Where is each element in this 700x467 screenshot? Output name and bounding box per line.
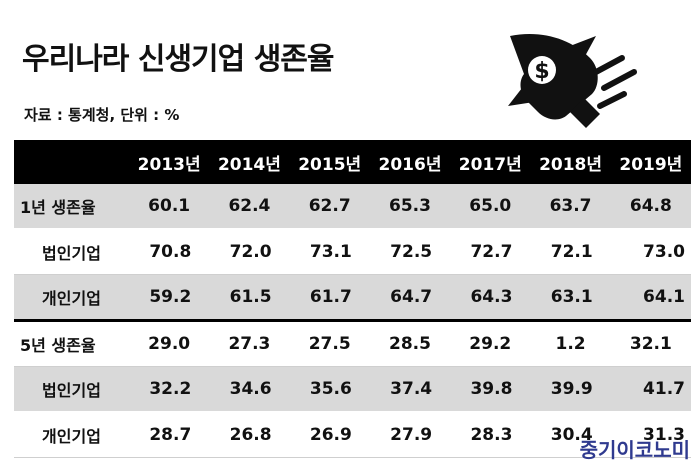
column-header: 2013년 [137, 154, 201, 175]
table-cell: 27.3 [228, 334, 271, 354]
column-header: 2014년 [217, 154, 281, 175]
table-cell: 70.8 [149, 242, 192, 262]
table-cell: 64.8 [629, 196, 672, 216]
table-cell: 72.7 [470, 242, 513, 262]
table-cell: 27.9 [390, 425, 433, 445]
rocket-icon: $ [508, 34, 637, 128]
table-cell: 72.1 [550, 242, 593, 262]
table-cell: 64.1 [643, 287, 685, 307]
table-cell: 30.4 [550, 425, 593, 445]
column-header: 2017년 [458, 154, 522, 175]
table-cell: 28.7 [149, 425, 192, 445]
table-cell: 26.9 [309, 425, 352, 445]
table-row: 법인기업 32.2 34.6 35.6 37.4 39.8 39.9 41.7 [14, 366, 691, 412]
table-cell: 73.0 [643, 242, 685, 262]
table-cell: 32.1 [629, 334, 672, 354]
header-row: 2013년 2014년 2015년 2016년 2017년 2018년 2019… [14, 140, 691, 184]
table-cell: 31.3 [643, 425, 685, 445]
survival-rate-table: 2013년 2014년 2015년 2016년 2017년 2018년 2019… [14, 140, 691, 458]
table-cell: 63.7 [549, 196, 592, 216]
table-row: 개인기업 59.2 61.5 61.7 64.7 64.3 63.1 64.1 [14, 274, 691, 321]
column-header: 2018년 [539, 154, 603, 175]
table-cell: 64.7 [390, 287, 433, 307]
svg-text:$: $ [534, 59, 549, 84]
column-header: 2015년 [298, 154, 362, 175]
table-cell: 62.7 [308, 196, 351, 216]
table-cell: 63.1 [550, 287, 593, 307]
table-cell: 1.2 [555, 334, 586, 354]
row-label: 법인기업 [42, 244, 101, 263]
table-cell: 32.2 [149, 379, 192, 399]
table-cell: 72.0 [229, 242, 272, 262]
table-cell: 72.5 [390, 242, 433, 262]
table-cell: 65.0 [469, 196, 512, 216]
column-header: 2019년 [619, 154, 683, 175]
table-cell: 39.9 [550, 379, 593, 399]
table-cell: 59.2 [149, 287, 192, 307]
table-cell: 41.7 [643, 379, 685, 399]
table-cell: 62.4 [228, 196, 271, 216]
publisher-logo: 중기이코노미 [579, 438, 690, 462]
table-row: 법인기업 70.8 72.0 73.1 72.5 72.7 72.1 73.0 [14, 229, 691, 275]
table-cell: 61.5 [229, 287, 272, 307]
table-cell: 34.6 [229, 379, 272, 399]
table-cell: 35.6 [309, 379, 352, 399]
table-row: 개인기업 28.7 26.8 26.9 27.9 28.3 30.4 31.3 [14, 412, 691, 458]
row-label: 개인기업 [42, 427, 101, 446]
row-label: 법인기업 [42, 381, 101, 400]
header-stub [14, 140, 129, 184]
table-cell: 64.3 [470, 287, 513, 307]
table-row: 5년 생존율 29.0 27.3 27.5 28.5 29.2 1.2 32.1 [14, 320, 691, 367]
table-cell: 73.1 [309, 242, 352, 262]
chart-title: 우리나라 신생기업 생존율 [22, 42, 334, 77]
row-label: 5년 생존율 [20, 336, 96, 355]
table-row: 1년 생존율 60.1 62.4 62.7 65.3 65.0 63.7 64.… [14, 184, 691, 229]
table-cell: 28.5 [389, 334, 431, 354]
table-cell: 29.0 [148, 334, 191, 354]
row-label: 개인기업 [42, 289, 101, 308]
table-cell: 28.3 [470, 425, 513, 445]
table-cell: 65.3 [389, 196, 431, 216]
row-label: 1년 생존율 [20, 198, 96, 217]
table-cell: 26.8 [229, 425, 272, 445]
table-cell: 39.8 [470, 379, 513, 399]
table-cell: 61.7 [309, 287, 352, 307]
table-cell: 27.5 [308, 334, 351, 354]
source-note: 자료 : 통계청, 단위 : % [24, 106, 180, 124]
table-cell: 29.2 [469, 334, 512, 354]
column-header: 2016년 [378, 154, 442, 175]
table-cell: 60.1 [148, 196, 191, 216]
table-cell: 37.4 [390, 379, 433, 399]
